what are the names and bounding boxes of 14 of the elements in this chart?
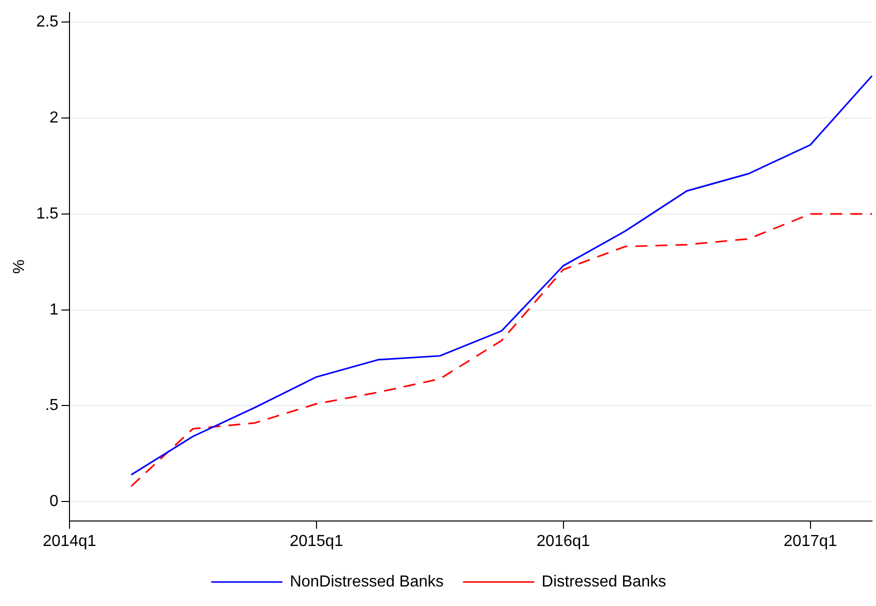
x-tick-label: 2017q1 <box>784 532 838 550</box>
y-tick-label: 2.5 <box>36 14 59 31</box>
y-tick-label: .5 <box>45 397 59 414</box>
y-tick-label: 1.5 <box>36 205 59 222</box>
legend-label: NonDistressed Banks <box>290 573 444 590</box>
x-tick-label: 2016q1 <box>536 532 590 550</box>
y-tick-label: 0 <box>50 493 59 510</box>
y-tick-label: 2 <box>50 109 59 126</box>
line-series <box>130 213 873 488</box>
legend-label: Distressed Banks <box>542 573 666 590</box>
y-axis-title: % <box>11 260 28 274</box>
x-tick-label: 2015q1 <box>290 532 344 550</box>
x-tick-label: 2014q1 <box>42 532 96 550</box>
y-tick-label: 1 <box>50 301 59 318</box>
